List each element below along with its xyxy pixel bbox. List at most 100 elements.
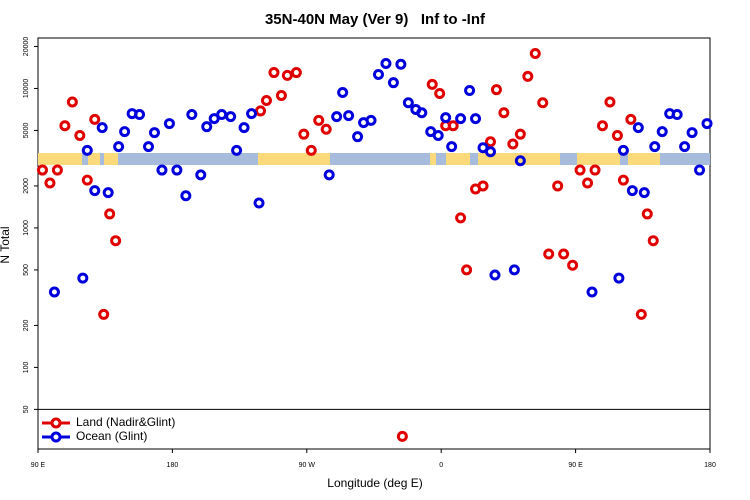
point (48, 286, 60, 298)
point (337, 87, 349, 99)
point (225, 111, 237, 123)
point (89, 185, 101, 197)
land-strip (430, 153, 436, 165)
point (253, 197, 265, 209)
x-tick-label: 180 (167, 462, 179, 469)
y-tick-label: 200 (23, 319, 30, 331)
point (484, 136, 496, 148)
point (617, 174, 629, 186)
x-tick-label: 180 (704, 462, 716, 469)
point (110, 235, 122, 247)
point (195, 169, 207, 181)
point (180, 190, 192, 202)
point (402, 97, 414, 109)
land-strip (104, 153, 118, 165)
point (635, 308, 647, 320)
point (464, 85, 476, 97)
legend-label: Ocean (Glint) (76, 429, 147, 443)
point (626, 185, 638, 197)
point (298, 128, 310, 140)
point (201, 121, 213, 133)
point (387, 77, 399, 89)
point (365, 114, 377, 126)
point (268, 67, 280, 79)
land-strip (478, 153, 560, 165)
land-strip (577, 153, 620, 165)
point (632, 122, 644, 134)
point (395, 58, 407, 70)
point (171, 164, 183, 176)
point (455, 113, 467, 125)
point (558, 248, 570, 260)
point (671, 109, 683, 121)
point (163, 118, 175, 130)
point (96, 122, 108, 134)
point (679, 141, 691, 153)
point (89, 113, 101, 125)
point (416, 107, 428, 119)
point (74, 129, 86, 141)
point (343, 110, 355, 122)
chart-title: 35N-40N May (Ver 9) Inf to -Inf (265, 11, 486, 28)
y-tick-label: 50 (23, 405, 30, 413)
point (656, 126, 668, 138)
point (470, 113, 482, 125)
legend-label: Land (Nadir&Glint) (76, 415, 175, 429)
point (260, 94, 272, 106)
land-strip (38, 153, 82, 165)
point (582, 177, 594, 189)
point (440, 112, 452, 124)
point (434, 88, 446, 100)
x-tick-label: 90 W (299, 462, 316, 469)
point (44, 177, 56, 189)
point (625, 113, 637, 125)
point (396, 430, 408, 442)
point (113, 141, 125, 153)
point (231, 144, 243, 156)
point (586, 286, 598, 298)
point (446, 141, 458, 153)
y-tick-label: 20000 (23, 37, 30, 57)
land-strip (446, 153, 470, 165)
point (77, 272, 89, 284)
point (323, 169, 335, 181)
point (537, 97, 549, 109)
point (275, 90, 287, 102)
point (508, 264, 520, 276)
point (514, 155, 526, 167)
point (246, 108, 258, 120)
point (290, 67, 302, 79)
point (352, 131, 364, 143)
point (498, 107, 510, 119)
point (380, 57, 392, 69)
point (611, 129, 623, 141)
point (489, 269, 501, 281)
point (589, 164, 601, 176)
legend-marker (50, 417, 62, 429)
point (649, 141, 661, 153)
point (461, 264, 473, 276)
y-tick-label: 1000 (23, 220, 30, 236)
point (522, 70, 534, 82)
point (134, 109, 146, 121)
point (490, 84, 502, 96)
point (604, 96, 616, 108)
point (484, 146, 496, 158)
point (156, 164, 168, 176)
point (372, 68, 384, 80)
point (81, 144, 93, 156)
point (281, 69, 293, 81)
point (638, 187, 650, 199)
point (331, 111, 343, 123)
land-strip (88, 153, 100, 165)
x-tick-label: 0 (439, 462, 443, 469)
point (701, 118, 713, 130)
point (102, 187, 114, 199)
point (36, 164, 48, 176)
y-tick-label: 5000 (23, 123, 30, 139)
point (143, 141, 155, 153)
point (81, 174, 93, 186)
point (186, 109, 198, 121)
point (66, 96, 78, 108)
point (613, 272, 625, 284)
